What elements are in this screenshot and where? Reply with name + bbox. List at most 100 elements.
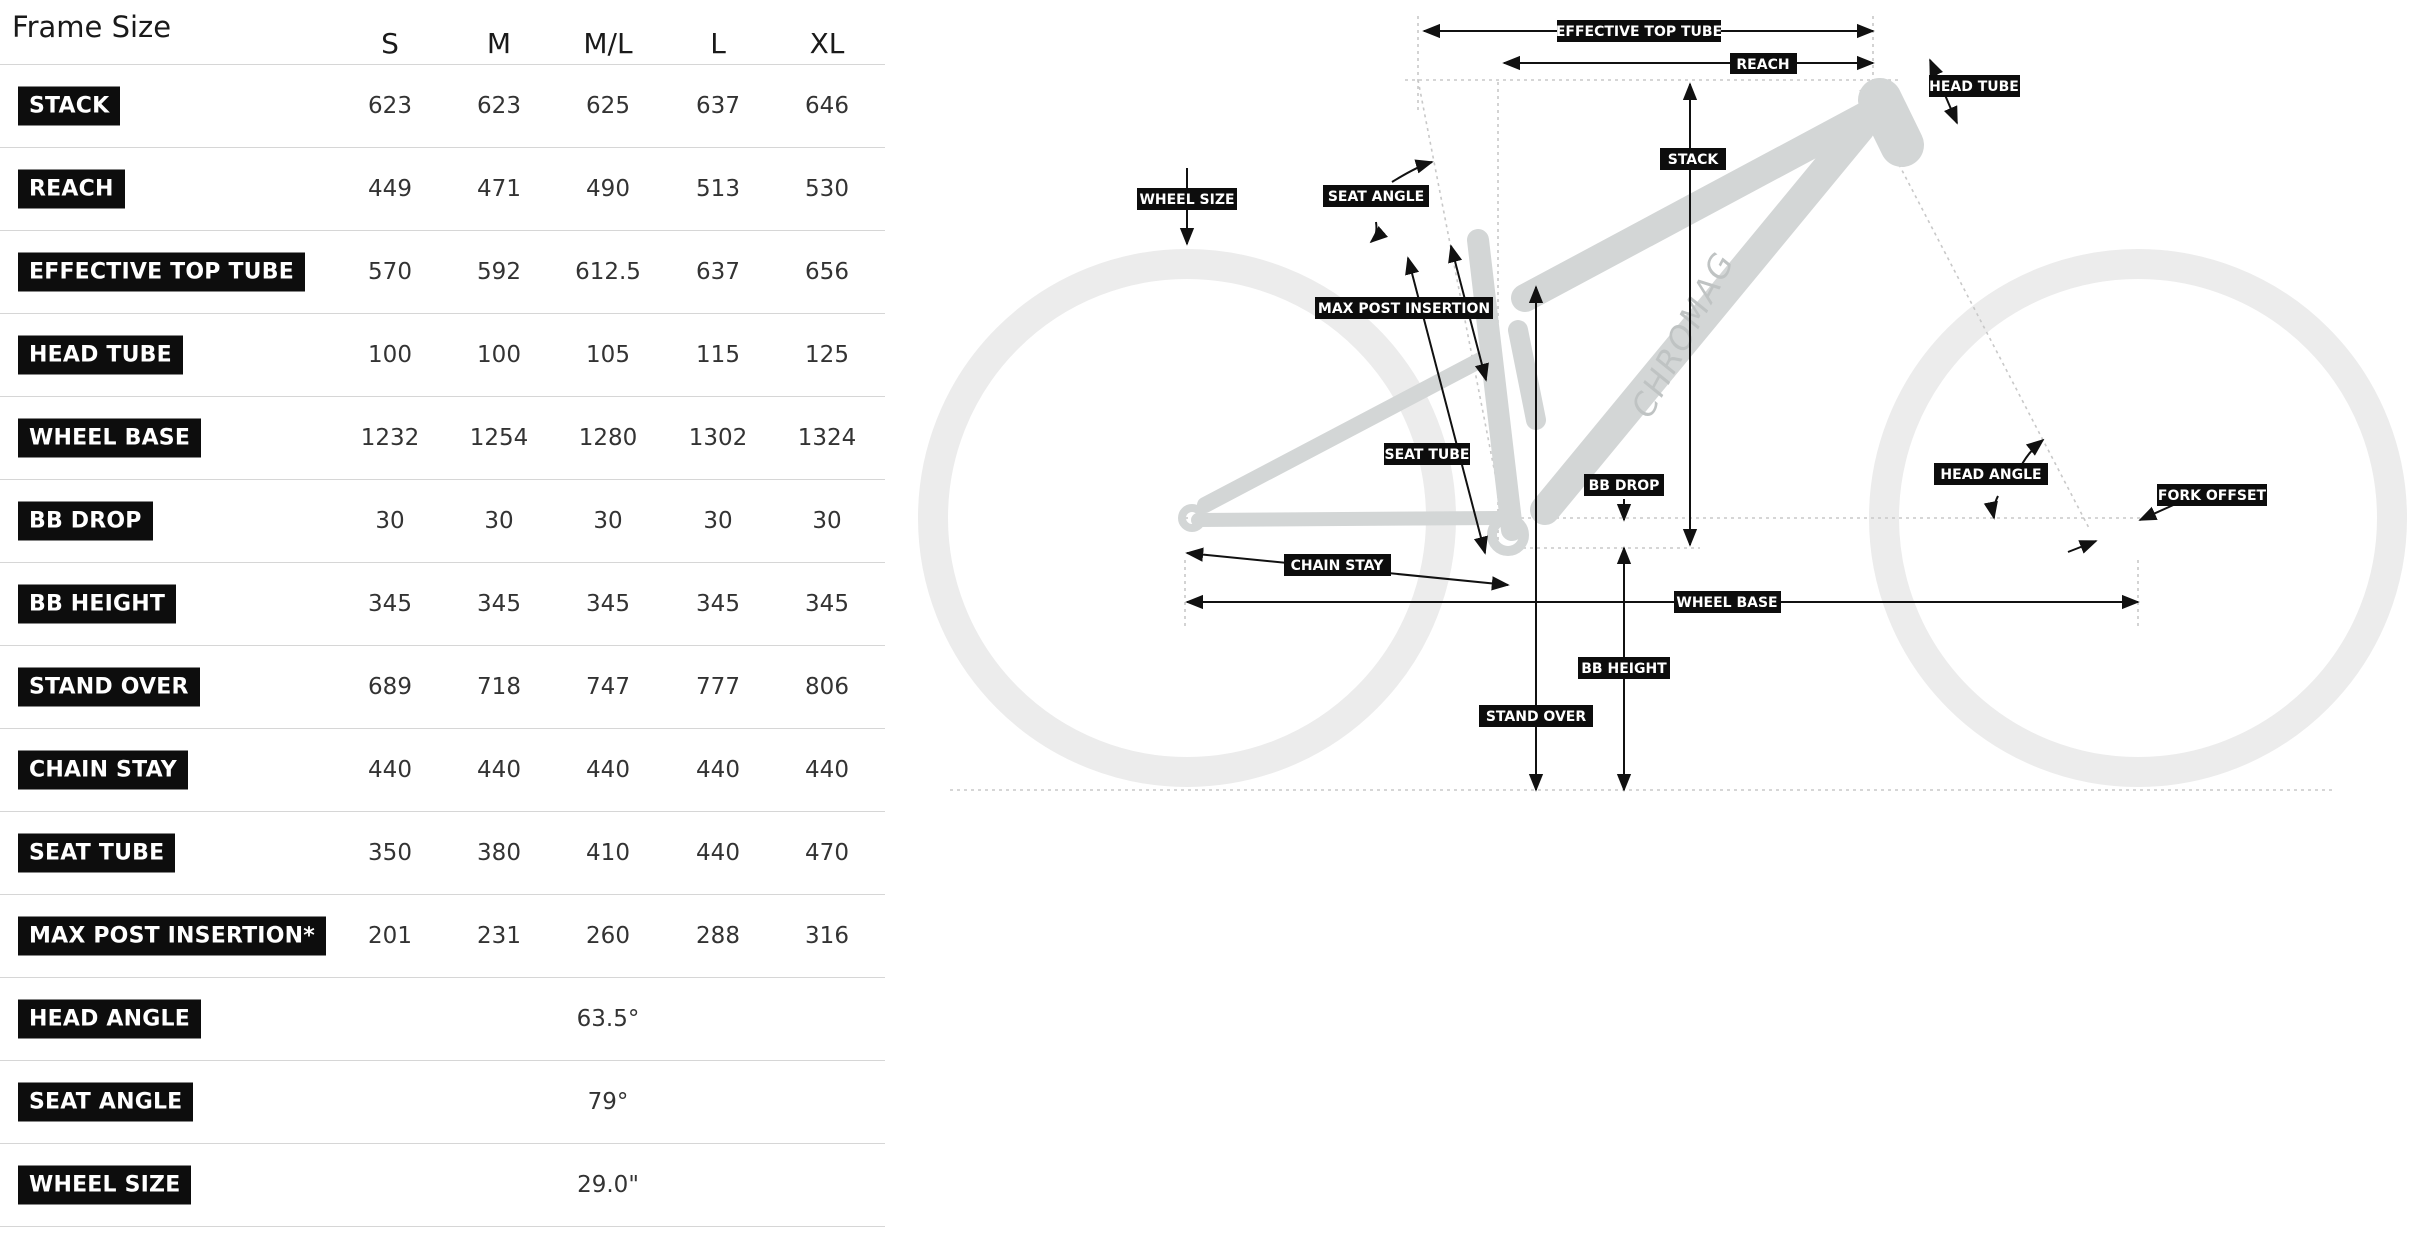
table-cell: 345: [586, 591, 630, 617]
table-row-wheel-size: WHEEL SIZE 29.0": [0, 1144, 885, 1227]
stack-tag: [1660, 148, 1726, 170]
table-cell: 125: [805, 342, 849, 368]
table-cell: 100: [477, 342, 521, 368]
table-cell: 440: [696, 757, 740, 783]
table-row-effective-top-tube: EFFECTIVE TOP TUBE 570 592 612.5 637 656: [0, 231, 885, 314]
reach-label: REACH: [1736, 57, 1789, 73]
bb-height-label: BB HEIGHT: [1581, 661, 1667, 677]
rear-wheel: [918, 249, 1456, 787]
row-label: CHAIN STAY: [18, 750, 188, 790]
table-cell: 30: [484, 508, 514, 534]
table-cell: 471: [477, 176, 521, 202]
max-post-insertion-tag: [1315, 297, 1493, 319]
head-tube-tag: [1929, 75, 2020, 97]
front-wheel: [1869, 249, 2407, 787]
table-cell: 646: [805, 93, 849, 119]
reach-tag: [1730, 53, 1797, 74]
dimension-lines: [1179, 23, 2181, 792]
frame-size-heading: Frame Size: [12, 10, 172, 44]
table-cell: 380: [477, 840, 521, 866]
table-cell: 30: [375, 508, 405, 534]
table-row-max-post-insertion: MAX POST INSERTION* 201 231 260 288 316: [0, 895, 885, 978]
head-tube-label: HEAD TUBE: [1929, 79, 2019, 95]
table-cell: 637: [696, 259, 740, 285]
table-cell: 747: [586, 674, 630, 700]
table-cell: 689: [368, 674, 412, 700]
row-label: WHEEL BASE: [18, 418, 202, 458]
table-cell: 1302: [688, 425, 748, 451]
chain-stay-tag: [1284, 554, 1391, 576]
seat-angle-tag: [1323, 185, 1429, 207]
geometry-table: Frame Size S M M/L L XL STACK 623 623 62…: [0, 0, 885, 1227]
table-cell: 345: [696, 591, 740, 617]
head-angle-tag: [1934, 463, 2048, 485]
table-cell: 806: [805, 674, 849, 700]
table-row-bb-height: BB HEIGHT 345 345 345 345 345: [0, 563, 885, 646]
table-cell: 30: [812, 508, 842, 534]
wheel-size-label: WHEEL SIZE: [1139, 192, 1234, 208]
bike-frame: [1178, 78, 1924, 556]
stand-over-tag: [1479, 705, 1593, 727]
row-label: HEAD TUBE: [18, 335, 183, 375]
stack-label: STACK: [1668, 152, 1720, 168]
table-cell: 513: [696, 176, 740, 202]
table-cell: 623: [368, 93, 412, 119]
table-cell: 656: [805, 259, 849, 285]
table-cell: 1324: [797, 425, 857, 451]
table-cell: 29.0": [577, 1172, 639, 1198]
table-cell: 440: [477, 757, 521, 783]
table-cell: 79°: [587, 1089, 629, 1115]
seat-tube-label: SEAT TUBE: [1385, 447, 1470, 463]
row-label: WHEEL SIZE: [18, 1165, 192, 1205]
table-cell: 440: [586, 757, 630, 783]
table-row-wheel-base: WHEEL BASE 1232 1254 1280 1302 1324: [0, 397, 885, 480]
table-row-chain-stay: CHAIN STAY 440 440 440 440 440: [0, 729, 885, 812]
row-label: SEAT ANGLE: [18, 1082, 194, 1122]
table-cell: 470: [805, 840, 849, 866]
row-label: REACH: [18, 169, 125, 209]
size-column-header: S: [381, 27, 399, 60]
bb-drop-label: BB DROP: [1589, 478, 1660, 494]
table-cell: 260: [586, 923, 630, 949]
table-cell: 530: [805, 176, 849, 202]
table-header: Frame Size S M M/L L XL: [0, 0, 885, 65]
table-cell: 345: [477, 591, 521, 617]
table-cell: 449: [368, 176, 412, 202]
table-cell: 612.5: [575, 259, 641, 285]
table-cell: 115: [696, 342, 740, 368]
seat-angle-label: SEAT ANGLE: [1328, 189, 1424, 205]
table-cell: 30: [593, 508, 623, 534]
effective-top-tube-tag: [1557, 20, 1721, 42]
table-row-bb-drop: BB DROP 30 30 30 30 30: [0, 480, 885, 563]
table-cell: 63.5°: [576, 1006, 640, 1032]
table-cell: 625: [586, 93, 630, 119]
table-cell: 231: [477, 923, 521, 949]
row-label: BB DROP: [18, 501, 153, 541]
seat-tube-tag: [1384, 443, 1470, 465]
row-label: STACK: [18, 86, 121, 126]
table-cell: 316: [805, 923, 849, 949]
table-cell: 490: [586, 176, 630, 202]
table-cell: 570: [368, 259, 412, 285]
table-cell: 637: [696, 93, 740, 119]
head-angle-label: HEAD ANGLE: [1940, 467, 2041, 483]
table-cell: 345: [368, 591, 412, 617]
fork-offset-label: FORK OFFSET: [2158, 488, 2267, 504]
wheel-size-tag: [1137, 188, 1237, 210]
table-cell: 777: [696, 674, 740, 700]
table-cell: 440: [805, 757, 849, 783]
wheel-base-tag: [1674, 591, 1781, 613]
bb-height-tag: [1578, 657, 1670, 679]
table-cell: 1280: [578, 425, 638, 451]
table-cell: 345: [805, 591, 849, 617]
bb-drop-tag: [1584, 474, 1664, 496]
row-label: HEAD ANGLE: [18, 999, 201, 1039]
effective-top-tube-label: EFFECTIVE TOP TUBE: [1556, 24, 1722, 40]
table-cell: 201: [368, 923, 412, 949]
table-cell: 623: [477, 93, 521, 119]
table-cell: 350: [368, 840, 412, 866]
stand-over-label: STAND OVER: [1486, 709, 1587, 725]
chain-stay-label: CHAIN STAY: [1291, 558, 1385, 574]
table-cell: 30: [703, 508, 733, 534]
table-cell: 440: [696, 840, 740, 866]
